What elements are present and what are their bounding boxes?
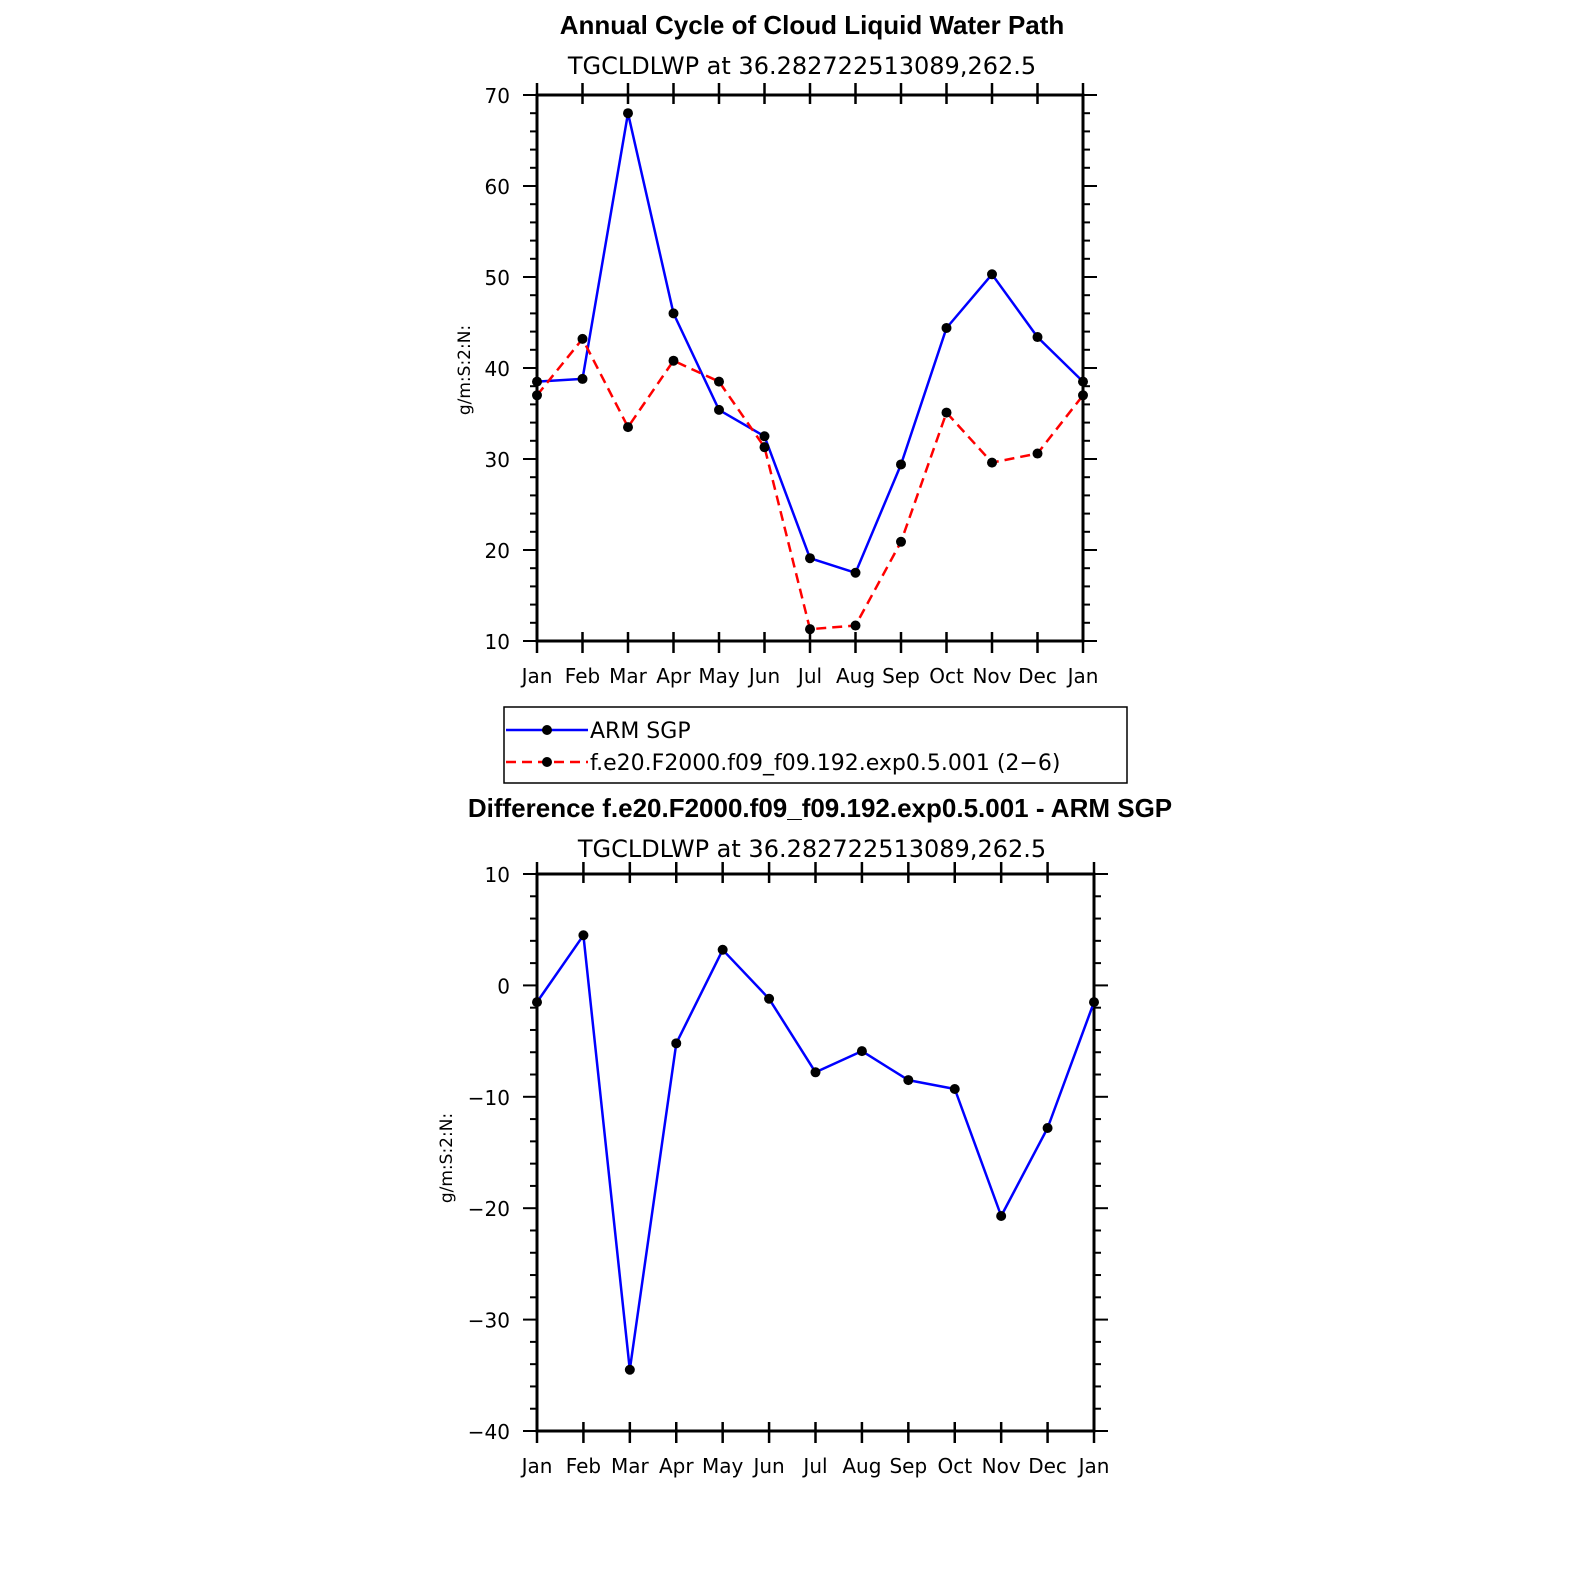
bottom-series-point — [671, 1038, 682, 1049]
bottom-chart-ylabel: g/m:S:2:N: — [437, 1113, 457, 1203]
top-series-point — [623, 108, 633, 119]
top-ytick-label: 20 — [485, 539, 510, 563]
top-series-point — [941, 322, 952, 333]
top-xtick-label: Mar — [609, 664, 648, 688]
top-series-point — [577, 373, 588, 384]
bottom-ytick-label: −30 — [468, 1309, 510, 1333]
top-series-point — [987, 457, 997, 468]
bottom-series-point — [578, 930, 589, 941]
bottom-series-point — [1089, 997, 1099, 1008]
top-series-point — [805, 553, 815, 564]
bottom-series-point — [764, 993, 775, 1004]
legend-box — [503, 706, 1128, 784]
top-ytick-label: 60 — [485, 175, 510, 199]
bottom-xtick-label: Nov — [982, 1454, 1021, 1478]
top-series-point — [714, 376, 724, 387]
top-chart-ylabel: g/m:S:2:N: — [455, 325, 475, 415]
top-chart-subtitle: TGCLDLWP at 36.282722513089,262.5 — [567, 52, 1036, 80]
top-ytick-label: 50 — [485, 266, 510, 290]
bottom-series-point — [856, 1046, 867, 1057]
top-series-point — [759, 431, 770, 442]
bottom-xtick-label: Oct — [937, 1454, 972, 1478]
bottom-series-point — [532, 997, 542, 1008]
bottom-xtick-label: Mar — [611, 1454, 650, 1478]
bottom-series-point — [996, 1210, 1007, 1221]
bottom-series-point — [717, 944, 728, 955]
bottom-frame — [535, 872, 1096, 1433]
top-series-point — [1078, 376, 1088, 387]
bottom-xtick-label: Sep — [889, 1454, 927, 1478]
top-series-point — [941, 407, 952, 418]
top-series-point — [1032, 448, 1043, 459]
top-series-point — [805, 624, 815, 635]
bottom-ytick-label: 10 — [485, 863, 510, 887]
bottom-xtick-label: Jul — [801, 1454, 827, 1478]
bottom-series-point — [903, 1075, 914, 1086]
top-plot-area: Jan Feb Mar Apr May Jun Jul Aug Sep Oct Nov Dec Jan 1… — [485, 83, 1099, 688]
top-xtick-label: Jul — [796, 664, 822, 688]
bottom-series-point — [624, 1364, 635, 1375]
top-xtick-label: May — [698, 664, 740, 688]
bottom-ytick-label: −10 — [468, 1086, 510, 1110]
top-ytick-label: 10 — [485, 630, 510, 654]
top-series-point — [896, 536, 906, 547]
bottom-xtick-label: Jan — [520, 1454, 553, 1478]
top-series-point — [668, 355, 679, 366]
bottom-chart-title: Difference f.e20.F2000.f09_f09.192.exp0.… — [468, 793, 1172, 823]
bottom-xtick-label: Jun — [751, 1454, 784, 1478]
top-ytick-label: 30 — [485, 448, 510, 472]
top-chart-title: Annual Cycle of Cloud Liquid Water Path — [560, 10, 1065, 40]
top-xtick-label: Dec — [1018, 664, 1057, 688]
top-series-point — [987, 269, 997, 280]
top-xtick-label: Apr — [656, 664, 691, 688]
top-xtick-label: Jan — [520, 664, 553, 688]
bottom-xtick-label: Feb — [566, 1454, 601, 1478]
top-series-point — [668, 308, 679, 319]
bottom-ytick-label: 0 — [497, 974, 510, 998]
legend-arm-label: ARM SGP — [590, 719, 691, 744]
bottom-xtick-label: Dec — [1028, 1454, 1067, 1478]
top-series-point — [623, 422, 633, 433]
top-xtick-label: Oct — [929, 664, 964, 688]
bottom-plot-area: Jan Feb Mar Apr May Jun Jul Aug Sep Oct Nov Dec Jan−… — [468, 862, 1110, 1478]
top-series-point — [1078, 390, 1088, 401]
bottom-series-point — [1042, 1122, 1053, 1133]
top-series-line — [536, 111, 1084, 575]
bottom-ytick-label: −40 — [468, 1420, 510, 1444]
top-series-point — [532, 390, 542, 401]
top-series-point — [577, 333, 588, 344]
legend: ARM SGP f.e20.F2000.f09_f09.192.exp0.5.0… — [503, 706, 1128, 784]
bottom-chart-subtitle: TGCLDLWP at 36.282722513089,262.5 — [577, 835, 1046, 863]
top-series-point — [532, 376, 542, 387]
bottom-xtick-label: May — [702, 1454, 744, 1478]
bottom-series-line — [535, 934, 1096, 1371]
top-xtick-label: Jun — [747, 664, 780, 688]
top-xtick-label: Jan — [1066, 664, 1099, 688]
top-series-point — [850, 620, 861, 631]
legend-arm-marker — [542, 725, 552, 735]
top-xtick-label: Aug — [836, 664, 875, 688]
top-series-point — [850, 567, 861, 578]
top-xtick-label: Nov — [972, 664, 1011, 688]
top-xtick-label: Feb — [565, 664, 600, 688]
bottom-series-point — [810, 1067, 821, 1078]
bottom-xtick-label: Aug — [842, 1454, 881, 1478]
top-ytick-label: 40 — [485, 357, 510, 381]
top-xtick-label: Sep — [882, 664, 920, 688]
legend-model-label: f.e20.F2000.f09_f09.192.exp0.5.001 (2−6) — [590, 751, 1060, 776]
top-series-point — [1032, 332, 1043, 343]
top-series-point — [896, 459, 906, 470]
top-series-line — [536, 337, 1084, 631]
bottom-ytick-label: −20 — [468, 1197, 510, 1221]
bottom-xtick-label: Apr — [659, 1454, 694, 1478]
bottom-xtick-label: Jan — [1077, 1454, 1110, 1478]
bottom-series-point — [949, 1084, 960, 1095]
top-series-point — [714, 404, 724, 415]
legend-model-marker — [542, 757, 552, 767]
top-series-point — [759, 442, 770, 453]
top-ytick-label: 70 — [485, 84, 510, 108]
